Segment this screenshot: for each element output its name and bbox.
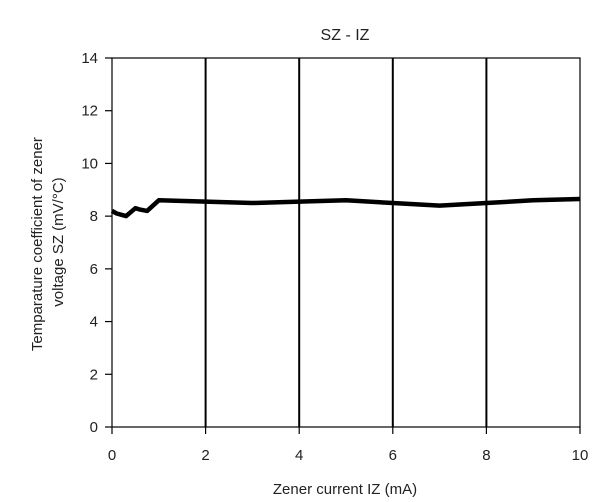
- x-tick-label-4: 4: [295, 447, 303, 464]
- y-tick-label-14: 14: [81, 50, 98, 67]
- y-tick-label-2: 2: [90, 366, 98, 383]
- y-axis-title-line-2: voltage SZ (mV/°C): [50, 177, 67, 306]
- x-axis-title: Zener current IZ (mA): [273, 481, 417, 498]
- chart-title: SZ - IZ: [321, 27, 370, 44]
- y-tick-label-8: 8: [90, 208, 98, 225]
- y-tick-label-0: 0: [90, 419, 98, 436]
- y-tick-label-6: 6: [90, 261, 98, 278]
- x-tick-label-6: 6: [389, 447, 397, 464]
- y-tick-label-4: 4: [90, 314, 98, 331]
- y-axis-title-line-1: Temparature coefficient of zener: [29, 137, 46, 351]
- series-line-0: [110, 196, 581, 219]
- x-tick-label-0: 0: [108, 447, 116, 464]
- y-tick-label-10: 10: [81, 155, 98, 172]
- plot-frame: [111, 57, 581, 428]
- grid-layer: [204, 58, 488, 427]
- x-tick-label-8: 8: [482, 447, 490, 464]
- y-tick-label-12: 12: [81, 103, 98, 120]
- x-tick-label-10: 10: [572, 447, 589, 464]
- x-tick-label-2: 2: [201, 447, 209, 464]
- series-layer: [110, 196, 581, 219]
- y-axis-title: Temparature coefficient of zener voltage…: [29, 133, 67, 351]
- tick-layer: 0 2 4 6 8 10 12 14 0 2 4 6 8 10: [81, 50, 588, 464]
